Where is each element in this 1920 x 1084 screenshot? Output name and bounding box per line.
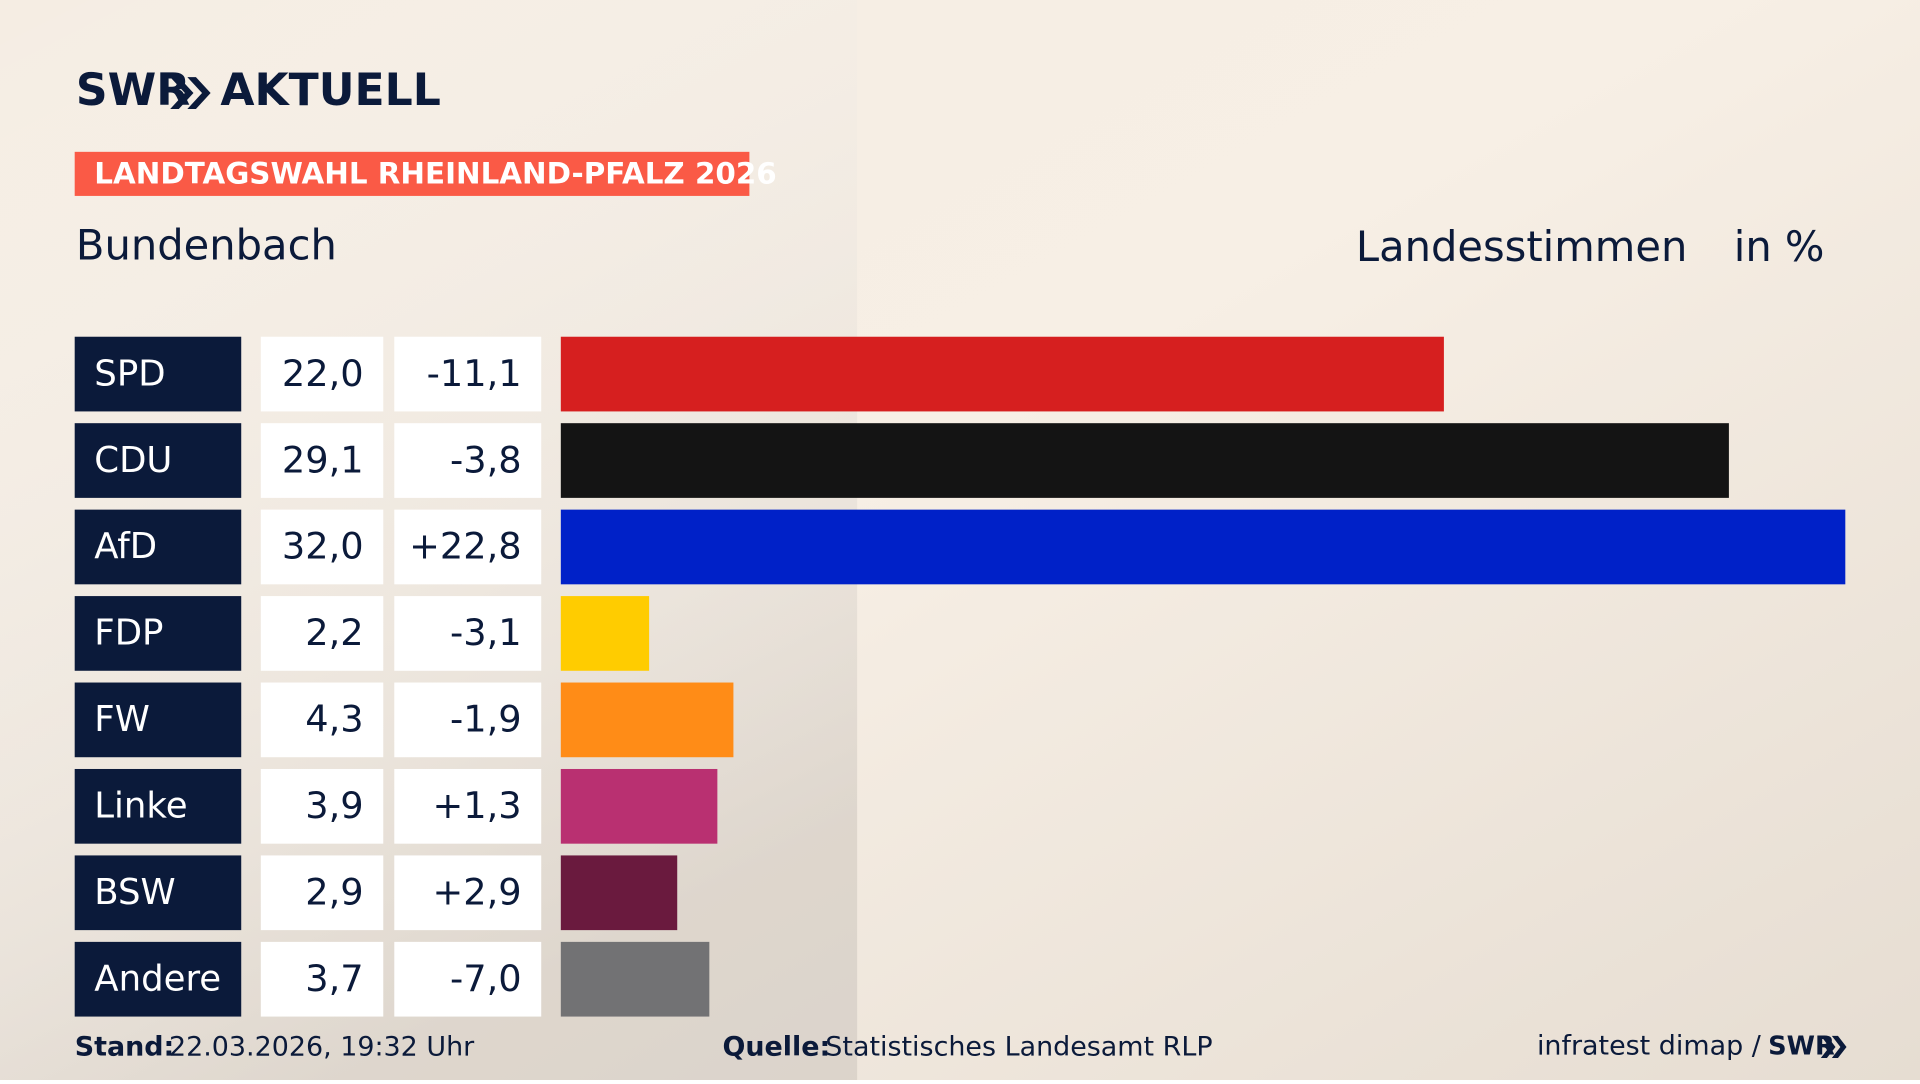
stand: 22.03.2026, 19:32 Uhr bbox=[169, 1032, 475, 1063]
bar bbox=[560, 596, 650, 671]
change-box bbox=[394, 336, 542, 412]
bar bbox=[560, 768, 718, 844]
party-box bbox=[74, 682, 242, 758]
bar bbox=[560, 855, 678, 931]
logo: SWR bbox=[76, 65, 190, 116]
change-box bbox=[394, 596, 542, 671]
change-box bbox=[394, 768, 542, 844]
party-box bbox=[74, 768, 242, 844]
party-box bbox=[74, 855, 242, 931]
party-box bbox=[74, 596, 242, 671]
change-label: +22,8 bbox=[409, 525, 522, 568]
change-box bbox=[394, 509, 542, 585]
value-label: 2,2 bbox=[305, 611, 363, 654]
value-box bbox=[260, 682, 384, 758]
credit-chevrons bbox=[1820, 1035, 1847, 1058]
party-label: Linke bbox=[94, 786, 187, 827]
party-label: SPD bbox=[94, 353, 165, 394]
credit: infratest dimap / bbox=[1537, 1030, 1762, 1061]
value-box bbox=[260, 941, 384, 1017]
bar bbox=[560, 509, 1846, 585]
value-box bbox=[260, 768, 384, 844]
value-box bbox=[260, 509, 384, 585]
value-box bbox=[260, 336, 384, 412]
value-box bbox=[260, 423, 384, 498]
chart-title: Bundenbach bbox=[76, 221, 337, 270]
change-label: -3,8 bbox=[450, 438, 522, 481]
value-box bbox=[260, 855, 384, 931]
bar bbox=[560, 336, 1444, 412]
rows: SPD 22,0 -11,1 CDU 29,1 -3,8 AfD 32,0 +22,8 FDP 2,… bbox=[74, 336, 1846, 1017]
party-label: CDU bbox=[94, 440, 172, 481]
party-label: FW bbox=[94, 699, 150, 740]
change-box bbox=[394, 855, 542, 931]
party-box bbox=[74, 509, 242, 585]
unit: in % bbox=[1734, 222, 1825, 271]
party-label: BSW bbox=[94, 872, 175, 913]
party-box bbox=[74, 941, 242, 1017]
value-label: 32,0 bbox=[282, 525, 364, 568]
change-box bbox=[394, 682, 542, 758]
party-box bbox=[74, 423, 242, 498]
source-label: Quelle: bbox=[722, 1032, 830, 1063]
party-box bbox=[74, 336, 242, 412]
stand-label: Stand: bbox=[75, 1032, 175, 1063]
source: Statistisches Landesamt RLP bbox=[825, 1032, 1212, 1063]
change-label: +1,3 bbox=[432, 784, 521, 827]
bar bbox=[560, 682, 734, 758]
change-box bbox=[394, 423, 542, 498]
change-label: -3,1 bbox=[450, 611, 522, 654]
value-label: 3,9 bbox=[305, 784, 363, 827]
party-label: FDP bbox=[94, 613, 163, 654]
change-label: -1,9 bbox=[450, 698, 522, 741]
value-label: 22,0 bbox=[282, 352, 364, 395]
badge-bg bbox=[74, 151, 750, 196]
value-label: 2,9 bbox=[305, 871, 363, 914]
bar bbox=[560, 423, 1729, 498]
value-label: 4,3 bbox=[305, 698, 363, 741]
logo-chevrons bbox=[170, 77, 211, 109]
party-label: AfD bbox=[94, 526, 157, 567]
change-label: -7,0 bbox=[450, 957, 522, 1000]
party-label: Andere bbox=[94, 958, 221, 999]
subtitle: Landesstimmen bbox=[1356, 222, 1687, 271]
change-label: -11,1 bbox=[427, 352, 522, 395]
value-label: 3,7 bbox=[305, 957, 363, 1000]
bar bbox=[560, 941, 710, 1017]
value-box bbox=[260, 596, 384, 671]
badge: LANDTAGSWAHL RHEINLAND-PFALZ 2026 bbox=[94, 157, 776, 191]
change-box bbox=[394, 941, 542, 1017]
value-label: 29,1 bbox=[282, 438, 364, 481]
change-label: +2,9 bbox=[432, 871, 521, 914]
logo-suffix: AKTUELL bbox=[220, 65, 440, 116]
